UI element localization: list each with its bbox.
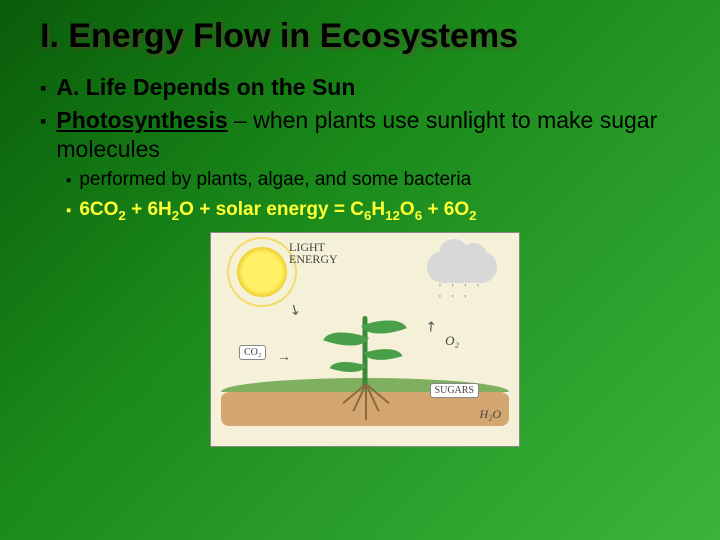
sun-icon (237, 247, 287, 297)
leaf-icon (330, 355, 367, 379)
o2-label: O₂ (445, 333, 459, 349)
arrow-icon: → (277, 348, 291, 364)
bullet-a: ▪ A. Life Depends on the Sun (40, 73, 690, 102)
arrow-icon: ↗ (421, 317, 441, 338)
photosynthesis-diagram: LIGHT ENERGY ' ' ' '' ' ' ↘ → ↗ CO₂ O₂ S… (210, 232, 520, 447)
co2-label: CO₂ (239, 345, 266, 360)
bullet-performed-by: ▪ performed by plants, algae, and some b… (66, 168, 690, 193)
bullet-a-text: A. Life Depends on the Sun (56, 73, 355, 102)
cloud-icon (427, 251, 497, 283)
bullet-photosynthesis: ▪ Photosynthesis – when plants use sunli… (40, 106, 690, 164)
roots (320, 384, 410, 424)
sun-label: LIGHT ENERGY (289, 241, 338, 265)
arrow-icon: ↘ (286, 300, 305, 321)
bullet-marker: ▪ (40, 77, 46, 100)
bullet-marker: ▪ (66, 171, 71, 191)
bullet-performed-by-text: performed by plants, algae, and some bac… (79, 168, 471, 193)
slide-title: I. Energy Flow in Ecosystems (40, 18, 690, 55)
photosynthesis-equation: 6CO2 + 6H2O + solar energy = C6H12O6 + 6… (79, 198, 476, 224)
term-photosynthesis: Photosynthesis (56, 107, 227, 133)
bullet-photosynthesis-text: Photosynthesis – when plants use sunligh… (56, 106, 690, 164)
bullet-marker: ▪ (40, 110, 46, 133)
rain-icon: ' ' ' '' ' ' (439, 283, 483, 305)
sugars-label: SUGARS (430, 383, 479, 398)
bullet-marker: ▪ (66, 201, 71, 221)
h2o-label: H₂O (479, 407, 501, 422)
slide: I. Energy Flow in Ecosystems ▪ A. Life D… (0, 0, 720, 467)
leaf-icon (364, 342, 403, 367)
bullet-equation: ▪ 6CO2 + 6H2O + solar energy = C6H12O6 +… (66, 198, 690, 224)
